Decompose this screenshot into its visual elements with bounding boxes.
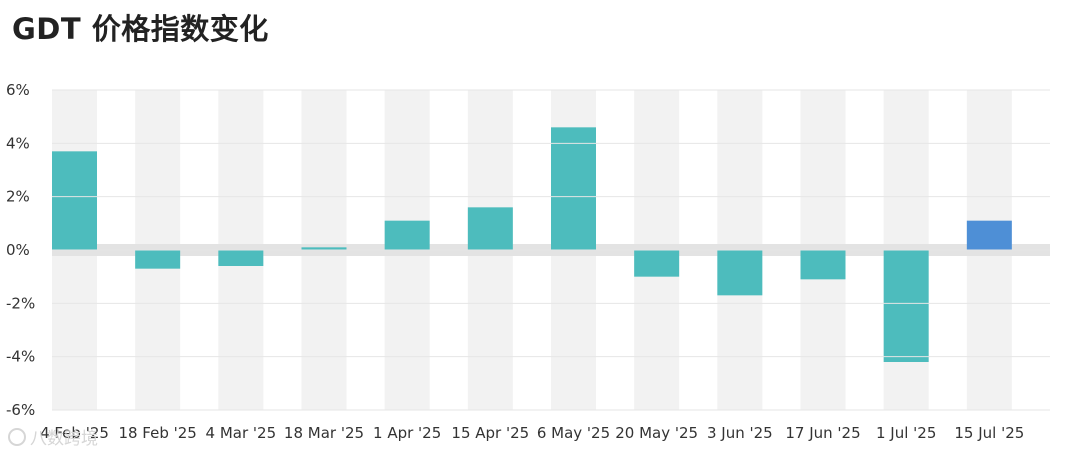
y-tick-label: -2% [6, 294, 35, 312]
bar [883, 250, 929, 362]
bar [800, 250, 846, 280]
x-tick-label: 6 May '25 [537, 424, 610, 442]
x-tick-label: 1 Jul '25 [876, 424, 936, 442]
watermark: 八数跨境 [8, 424, 98, 449]
bar [966, 220, 1012, 250]
x-tick-label: 3 Jun '25 [707, 424, 773, 442]
y-tick-label: 0% [6, 241, 30, 259]
bar [467, 207, 513, 250]
chart-title: GDT 价格指数变化 [12, 12, 269, 46]
y-tick-label: -4% [6, 348, 35, 366]
x-tick-label: 4 Feb '25 [40, 424, 109, 442]
watermark-logo-icon [8, 427, 26, 446]
x-tick-label: 1 Apr '25 [373, 424, 441, 442]
bar-series [52, 127, 1012, 362]
y-tick-label: 4% [6, 134, 30, 152]
x-tick-label: 20 May '25 [615, 424, 698, 442]
y-tick-label: 2% [6, 188, 30, 206]
bar [301, 247, 347, 250]
x-tick-label: 15 Apr '25 [451, 424, 529, 442]
bar [551, 127, 596, 250]
bar [384, 220, 430, 250]
x-tick-label: 18 Feb '25 [118, 424, 196, 442]
x-tick-label: 18 Mar '25 [284, 424, 364, 442]
bar [135, 250, 181, 269]
x-tick-label: 15 Jul '25 [954, 424, 1024, 442]
y-tick-label: 6% [6, 81, 30, 99]
y-tick-label: -6% [6, 401, 35, 419]
x-tick-label: 17 Jun '25 [785, 424, 860, 442]
bar [52, 151, 97, 250]
x-tick-label: 4 Mar '25 [206, 424, 277, 442]
bar [218, 250, 264, 266]
watermark-text: 八数跨境 [30, 429, 98, 449]
bar [717, 250, 763, 296]
y-axis-ticks: -6% -4% -2% 0% 2% 4% 6% [6, 81, 1050, 419]
x-axis-ticks: 4 Feb '25 18 Feb '25 4 Mar '25 18 Mar '25 1 … [40, 424, 1024, 442]
bar [634, 250, 680, 277]
